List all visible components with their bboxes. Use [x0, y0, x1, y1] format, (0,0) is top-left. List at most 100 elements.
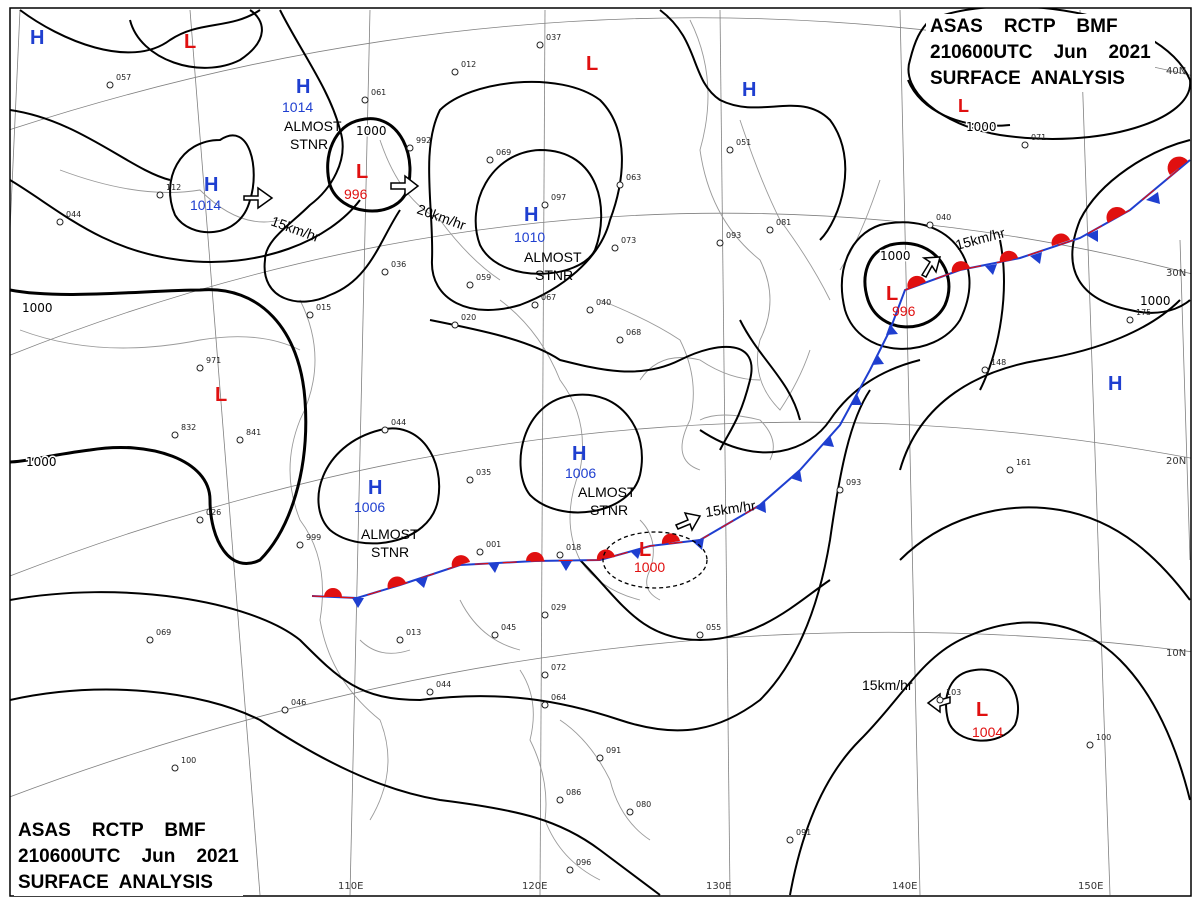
- note-line: STNR: [371, 544, 409, 560]
- high-value: 1010: [514, 229, 545, 245]
- station-circle: [536, 41, 544, 49]
- station-circle: [171, 431, 179, 439]
- station-circle: [381, 268, 389, 276]
- station-circle: [556, 551, 564, 559]
- station-value: 097: [551, 193, 566, 202]
- high-value: 1006: [565, 465, 596, 481]
- station-circle: [306, 311, 314, 319]
- low-letter: L: [958, 96, 969, 116]
- high-letter: H: [572, 443, 586, 465]
- low-value: 1004: [972, 724, 1003, 740]
- station-value: 035: [476, 468, 491, 477]
- station-circle: [596, 754, 604, 762]
- station-value: 001: [486, 540, 501, 549]
- station-circle: [406, 144, 414, 152]
- note-line: STNR: [290, 136, 328, 152]
- coordinate-labels: 110E 120E 130E 140E 150E 40N 30N 20N 10N: [338, 66, 1186, 892]
- low-letter: L: [976, 699, 988, 721]
- station-value: 040: [936, 213, 951, 222]
- station-circle: [381, 426, 389, 434]
- station-value: 064: [551, 693, 566, 702]
- station-circle: [1126, 316, 1134, 324]
- isobar-label: 1000: [356, 124, 387, 138]
- pressure-centers: H H 1014 H 1014 L L 996 L H 1010 H L L H…: [30, 27, 1122, 740]
- low-letter: L: [886, 283, 898, 305]
- station-circle: [466, 476, 474, 484]
- isobar-labels: 1000 1000 1000 1000 1000 1000: [21, 119, 1173, 471]
- station-circle: [491, 631, 499, 639]
- note-line: ALMOST: [284, 118, 342, 134]
- high-letter: H: [524, 204, 538, 226]
- low-letter: L: [184, 31, 196, 53]
- note-line: STNR: [590, 502, 628, 518]
- station-circle: [426, 688, 434, 696]
- high-letter: H: [1108, 373, 1122, 395]
- station-circle: [926, 221, 934, 229]
- station-value: 044: [66, 210, 81, 219]
- high-value: 1014: [190, 197, 221, 213]
- station-value: 073: [621, 236, 636, 245]
- station-value: 044: [436, 680, 451, 689]
- lat-label: 10N: [1166, 648, 1186, 659]
- note-line: ALMOST: [524, 249, 582, 265]
- station-value: 832: [181, 423, 196, 432]
- station-value: 161: [1016, 458, 1031, 467]
- lon-label: 120E: [522, 881, 547, 892]
- station-circle: [236, 436, 244, 444]
- isobars: [10, 8, 1191, 896]
- station-circle: [451, 321, 459, 329]
- station-circle: [586, 306, 594, 314]
- station-value: 015: [316, 303, 331, 312]
- station-value: 068: [626, 328, 641, 337]
- station-circle: [611, 244, 619, 252]
- lat-label: 30N: [1166, 268, 1186, 279]
- station-value: 046: [291, 698, 306, 707]
- station-value: 081: [776, 218, 791, 227]
- header-title: ASAS RCTP BMF: [18, 820, 206, 841]
- high-letter: H: [368, 477, 382, 499]
- station-circle: [696, 631, 704, 639]
- station-value: 012: [461, 60, 476, 69]
- station-circle: [566, 866, 574, 874]
- isobar-label: 1000: [22, 301, 53, 315]
- high-letter: H: [742, 79, 756, 101]
- station-value: 018: [566, 543, 581, 552]
- station-circle: [196, 364, 204, 372]
- station-value: 080: [636, 800, 651, 809]
- station-circle: [1021, 141, 1029, 149]
- header-time: 210600UTC Jun 2021: [930, 42, 1151, 63]
- station-circle: [541, 671, 549, 679]
- station-value: 100: [181, 756, 196, 765]
- station-value: 069: [496, 148, 511, 157]
- station-value: 072: [551, 663, 566, 672]
- station-circle: [836, 486, 844, 494]
- station-circle: [556, 796, 564, 804]
- station-circle: [786, 836, 794, 844]
- station-circle: [56, 218, 64, 226]
- header-time: 210600UTC Jun 2021: [18, 846, 239, 867]
- station-value: 055: [706, 623, 721, 632]
- station-value: 029: [551, 603, 566, 612]
- station-circle: [106, 81, 114, 89]
- station-value: 071: [1031, 133, 1046, 142]
- low-value: 1000: [634, 559, 665, 575]
- stationary-notes: ALMOST STNR ALMOST STNR ALMOST STNR ALMO…: [284, 118, 636, 560]
- station-value: 036: [391, 260, 406, 269]
- station-circle: [146, 636, 154, 644]
- station-value: 059: [476, 273, 491, 282]
- low-letter: L: [639, 539, 651, 561]
- lon-label: 110E: [338, 881, 363, 892]
- speed-label: 20km/hr: [415, 201, 468, 233]
- station-value: 020: [461, 313, 476, 322]
- station-circle: [1006, 466, 1014, 474]
- isobar-label: 1000: [880, 249, 911, 263]
- station-circle: [726, 146, 734, 154]
- low-letter: L: [215, 384, 227, 406]
- high-value: 1006: [354, 499, 385, 515]
- station-value: 093: [846, 478, 861, 487]
- speed-label: 15km/hr: [704, 497, 757, 520]
- station-value: 040: [596, 298, 611, 307]
- speed-label: 15km/hr: [862, 677, 913, 693]
- note-line: STNR: [535, 267, 573, 283]
